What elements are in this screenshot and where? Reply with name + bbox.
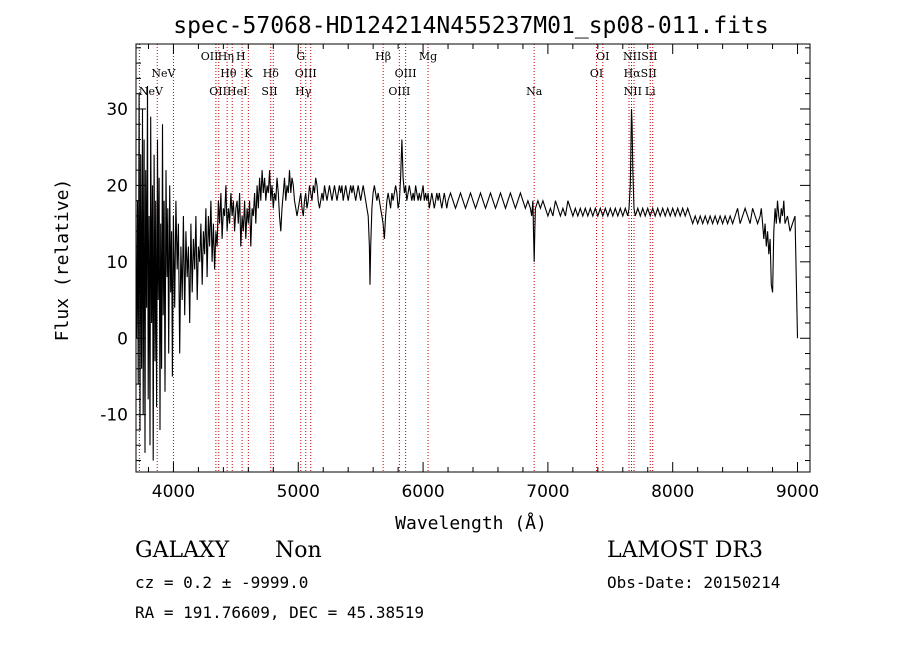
ra-dec: RA = 191.76609, DEC = 45.38519 xyxy=(135,603,424,622)
x-tick-label-1: 5000 xyxy=(277,482,320,502)
x-tick-label-2: 6000 xyxy=(401,482,444,502)
line-labels-row1-0: OII xyxy=(201,50,219,63)
x-tick-label-4: 8000 xyxy=(651,482,694,502)
x-tick-label-5: 9000 xyxy=(776,482,819,502)
line-labels-row3-5: Na xyxy=(526,85,543,98)
line-labels-row3-7: Li xyxy=(645,85,656,98)
y-tick-label-3: 20 xyxy=(106,176,128,196)
line-labels-row1-1: Hη xyxy=(218,50,234,63)
x-axis-label: Wavelength (Å) xyxy=(395,512,547,534)
line-labels-row1-5: Mg xyxy=(419,50,437,63)
line-labels-row1-2: H xyxy=(236,50,246,63)
chart-title: spec-57068-HD124214N455237M01_sp08-011.f… xyxy=(173,13,768,39)
line-labels-row2-5: OIII xyxy=(395,67,417,80)
x-tick-label-3: 7000 xyxy=(526,482,569,502)
survey-label: LAMOST DR3 xyxy=(607,538,763,563)
plot-frame xyxy=(135,43,811,473)
line-labels-row1-7: NIISII xyxy=(623,50,658,63)
line-labels-row3-3: Hγ xyxy=(295,85,312,98)
line-labels-row2-4: OIII xyxy=(295,67,317,80)
line-labels-row1-6: OI xyxy=(596,50,609,63)
line-labels-row3-0: NeV xyxy=(139,85,164,98)
line-labels-row1-3: G xyxy=(296,50,305,63)
y-axis-label: Flux (relative) xyxy=(52,179,73,342)
line-labels-row3-6: NII xyxy=(624,85,642,98)
object-subclass: Non xyxy=(275,538,322,563)
line-labels-row3-2: SII xyxy=(261,85,277,98)
line-labels-row2-2: K xyxy=(244,67,253,80)
y-tick-label-0: -10 xyxy=(100,406,128,426)
object-class: GALAXY xyxy=(135,538,230,563)
spectrum-line xyxy=(136,85,799,461)
y-tick-label-2: 10 xyxy=(106,253,128,273)
line-labels-row2-0: NeV xyxy=(151,67,176,80)
line-labels-row3-1: OIIHeI xyxy=(209,85,247,98)
y-tick-label-1: 0 xyxy=(117,329,128,349)
cz-value: cz = 0.2 ± -9999.0 xyxy=(135,573,309,592)
line-labels-row2-3: Hδ xyxy=(263,67,280,80)
x-tick-label-0: 4000 xyxy=(152,482,195,502)
line-labels-row2-6: OI xyxy=(590,67,603,80)
obs-date: Obs-Date: 20150214 xyxy=(607,573,781,592)
y-tick-label-4: 30 xyxy=(106,100,128,120)
line-labels-row2-1: Hθ xyxy=(220,67,237,80)
line-labels-row2-7: HαSII xyxy=(624,67,657,80)
line-labels-row1-4: Hβ xyxy=(375,50,391,63)
line-labels-row3-4: OIII xyxy=(388,85,410,98)
